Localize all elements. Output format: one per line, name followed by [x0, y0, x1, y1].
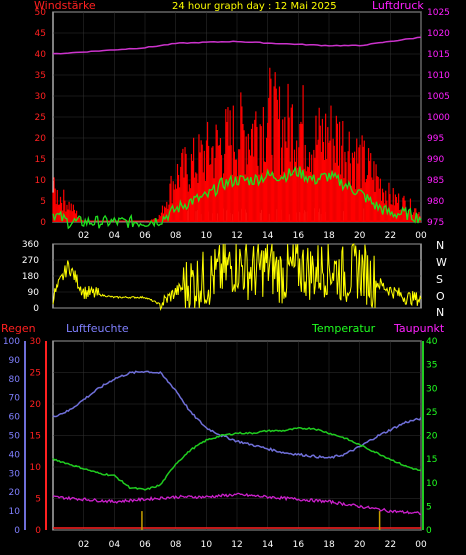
humidity-legend: Luftfeuchte — [66, 322, 129, 335]
temperature-y-tick: 5 — [426, 502, 432, 512]
direction-y-tick: 90 — [28, 288, 40, 298]
pressure-y-tick: 980 — [427, 197, 444, 207]
temperature-y-tick: 10 — [426, 479, 438, 489]
humidity-y-tick: 80 — [9, 375, 21, 385]
wind-x-tick: 06 — [139, 231, 151, 241]
pressure-line — [52, 36, 422, 55]
humidity-y-tick: 40 — [9, 450, 21, 460]
climate-x-tick: 14 — [262, 540, 274, 550]
climate-x-tick: 00 — [415, 540, 427, 550]
humidity-y-tick: 20 — [9, 488, 21, 498]
rain-legend: Regen — [1, 322, 36, 335]
climate-x-tick: 08 — [170, 540, 182, 550]
wind-x-tick: 20 — [354, 231, 366, 241]
pressure-y-tick: 975 — [427, 218, 444, 228]
wind-y-tick: 0 — [40, 218, 46, 228]
climate-x-tick: 10 — [201, 540, 213, 550]
rain-y-tick: 25 — [30, 369, 41, 379]
temperature-legend: Temperatur — [311, 322, 376, 335]
pressure-axis-title: Luftdruck — [372, 0, 424, 12]
wind-x-tick: 14 — [262, 231, 274, 241]
wind-y-tick: 15 — [35, 155, 46, 165]
humidity-y-tick: 0 — [14, 526, 20, 536]
chart-title: 24 hour graph day : 12 Mai 2025 — [172, 1, 337, 12]
dewpoint-legend: Taupunkt — [393, 322, 445, 335]
direction-y-tick: 180 — [22, 272, 39, 282]
humidity-y-tick: 30 — [9, 469, 21, 479]
humidity-y-tick: 70 — [9, 394, 21, 404]
wind-axis-title: Windstärke — [34, 0, 96, 12]
temperature-line — [52, 426, 422, 491]
compass-o: O — [436, 290, 445, 303]
wind-y-tick: 35 — [35, 71, 46, 81]
wind-y-tick: 10 — [35, 176, 47, 186]
wind-x-tick: 16 — [293, 231, 305, 241]
temperature-y-tick: 20 — [426, 432, 438, 442]
temperature-y-tick: 0 — [426, 526, 432, 536]
temperature-y-tick: 25 — [426, 408, 437, 418]
wind-x-tick: 08 — [170, 231, 182, 241]
rain-y-tick: 5 — [35, 495, 41, 505]
pressure-y-tick: 995 — [427, 134, 444, 144]
wind-direction-line — [52, 243, 422, 312]
climate-x-tick: 18 — [323, 540, 335, 550]
pressure-y-tick: 1025 — [427, 8, 450, 18]
humidity-line — [52, 370, 422, 459]
pressure-y-tick: 1005 — [427, 92, 450, 102]
pressure-y-tick: 1010 — [427, 71, 450, 81]
direction-y-tick: 270 — [22, 256, 39, 266]
humidity-y-tick: 100 — [3, 337, 20, 347]
wind-y-tick: 50 — [35, 8, 47, 18]
dewpoint-line — [52, 492, 422, 515]
wind-x-tick: 04 — [109, 231, 121, 241]
humidity-y-tick: 50 — [9, 432, 21, 442]
pressure-y-tick: 1015 — [427, 50, 450, 60]
humidity-y-tick: 90 — [9, 356, 21, 366]
compass-n-bottom: N — [436, 306, 444, 319]
direction-y-tick: 0 — [33, 304, 39, 314]
wind-y-tick: 30 — [35, 92, 47, 102]
wind-x-tick: 12 — [231, 231, 242, 241]
humidity-y-tick: 60 — [9, 413, 21, 423]
wind-y-tick: 25 — [35, 113, 46, 123]
wind-x-tick: 10 — [201, 231, 213, 241]
compass-n-top: N — [436, 239, 444, 252]
rain-y-tick: 30 — [30, 337, 42, 347]
rain-y-tick: 15 — [30, 432, 41, 442]
humidity-y-tick: 10 — [9, 507, 21, 517]
compass-s: S — [436, 273, 443, 286]
temperature-y-tick: 15 — [426, 455, 437, 465]
wind-x-tick: 22 — [385, 231, 396, 241]
wind-y-tick: 20 — [35, 134, 47, 144]
pressure-y-tick: 1000 — [427, 113, 450, 123]
wind-x-tick: 18 — [323, 231, 335, 241]
compass-w: W — [436, 256, 447, 269]
wind-y-tick: 45 — [35, 29, 46, 39]
direction-y-tick: 360 — [22, 240, 39, 250]
rain-y-tick: 0 — [35, 526, 41, 536]
climate-x-tick: 20 — [354, 540, 366, 550]
climate-x-tick: 04 — [109, 540, 121, 550]
rain-y-tick: 10 — [30, 463, 42, 473]
temperature-y-tick: 30 — [426, 384, 438, 394]
climate-x-tick: 02 — [78, 540, 89, 550]
pressure-y-tick: 990 — [427, 155, 444, 165]
climate-x-tick: 06 — [139, 540, 151, 550]
wind-x-tick: 02 — [78, 231, 89, 241]
climate-x-tick: 22 — [385, 540, 396, 550]
temperature-y-tick: 35 — [426, 361, 437, 371]
wind-avg-line — [52, 165, 422, 230]
wind-x-tick: 00 — [415, 231, 427, 241]
wind-y-tick: 40 — [35, 50, 47, 60]
pressure-y-tick: 985 — [427, 176, 444, 186]
wind-y-tick: 5 — [40, 197, 46, 207]
pressure-y-tick: 1020 — [427, 29, 450, 39]
climate-x-tick: 16 — [293, 540, 305, 550]
temperature-y-tick: 40 — [426, 337, 438, 347]
climate-x-tick: 12 — [231, 540, 242, 550]
rain-y-tick: 20 — [30, 400, 42, 410]
